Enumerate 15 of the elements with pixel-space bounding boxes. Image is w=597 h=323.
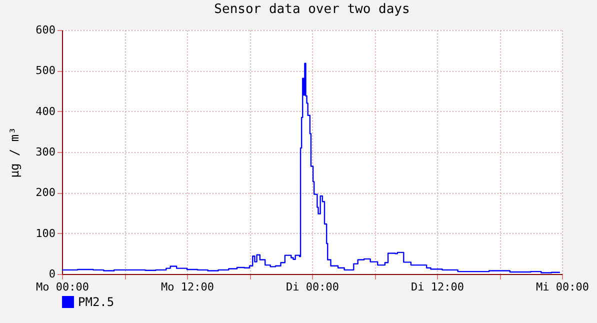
y-tick-label: 500 <box>36 64 56 78</box>
y-tick-label: 100 <box>36 226 56 240</box>
y-tick-label: 600 <box>36 24 56 36</box>
y-tick-label: 400 <box>36 104 56 118</box>
x-tick-label: Mi 00:00 <box>536 280 589 294</box>
x-tick-label: Mo 12:00 <box>161 280 214 294</box>
y-axis-title: µg / m³ <box>8 127 22 178</box>
x-tick-label: Mo 00:00 <box>36 280 89 294</box>
x-tick-label: Di 00:00 <box>286 280 339 294</box>
y-tick-label: 0 <box>48 268 56 280</box>
chart-title: Sensor data over two days <box>214 2 410 17</box>
y-tick-label: 200 <box>36 186 56 200</box>
x-tick-label: Di 12:00 <box>411 280 464 294</box>
y-tick-label: 300 <box>36 146 56 158</box>
legend-label: PM2.5 <box>78 295 114 309</box>
